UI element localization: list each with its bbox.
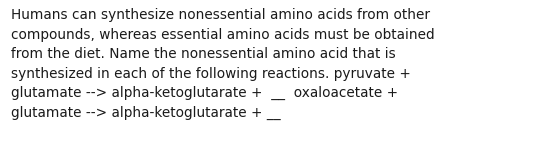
Text: Humans can synthesize nonessential amino acids from other
compounds, whereas ess: Humans can synthesize nonessential amino… [11,8,435,120]
